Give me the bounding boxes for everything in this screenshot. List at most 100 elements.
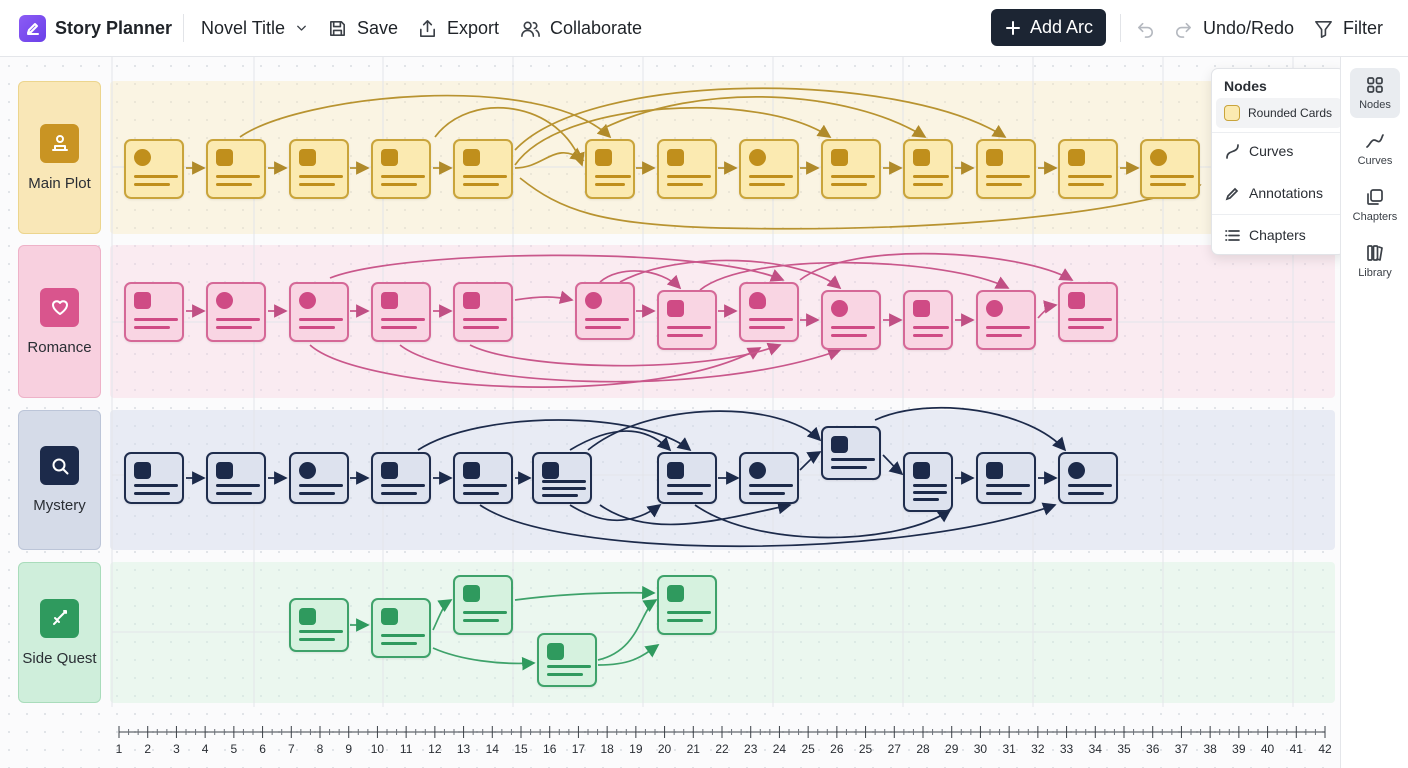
ruler-tick-label: 6 bbox=[259, 742, 266, 756]
plot-node[interactable] bbox=[289, 139, 349, 199]
toolbar-divider bbox=[183, 14, 184, 42]
romance-node[interactable] bbox=[575, 282, 635, 340]
ruler-tick-label: 13 bbox=[456, 742, 471, 756]
ruler-tick-label: 12 bbox=[428, 742, 442, 756]
export-button[interactable]: Export bbox=[417, 0, 499, 56]
rail-library-button[interactable]: Library bbox=[1350, 236, 1400, 286]
magnifier-icon bbox=[40, 446, 79, 485]
mystery-node[interactable] bbox=[371, 452, 431, 504]
project-title-dropdown[interactable]: Novel Title bbox=[201, 0, 309, 56]
plot-node[interactable] bbox=[1058, 139, 1118, 199]
side-quest-node[interactable] bbox=[537, 633, 597, 687]
popover-item-rounded-cards[interactable]: Rounded Cards bbox=[1216, 98, 1342, 128]
ruler-tick-label: 18 bbox=[600, 742, 614, 756]
plot-node[interactable] bbox=[657, 139, 717, 199]
mystery-node[interactable] bbox=[289, 452, 349, 504]
plot-node[interactable] bbox=[206, 139, 266, 199]
ruler-tick-label: 14 bbox=[485, 742, 499, 756]
save-button[interactable]: Save bbox=[327, 0, 398, 56]
rail-nodes-button[interactable]: Nodes bbox=[1350, 68, 1400, 118]
collaborate-button[interactable]: Collaborate bbox=[520, 0, 642, 56]
ruler-tick-label: 41 bbox=[1289, 742, 1303, 756]
mystery-node[interactable] bbox=[206, 452, 266, 504]
undo-redo-label: Undo/Redo bbox=[1203, 17, 1295, 38]
timeline-ruler[interactable]: 1 2 3 4 5 6 7 8 9 10 11 12 13 14 15 16 17 18 19 20 21 22 23 24 2… bbox=[110, 718, 1335, 768]
ruler-tick-label: 20 bbox=[657, 742, 672, 756]
popover-item-curves[interactable]: Curves bbox=[1216, 136, 1342, 166]
plot-node[interactable] bbox=[821, 139, 881, 199]
ruler-tick-label: 28 bbox=[916, 742, 930, 756]
project-title: Novel Title bbox=[201, 17, 286, 38]
rail-label: Chapters bbox=[1352, 211, 1398, 223]
redo-button[interactable]: Undo/Redo bbox=[1173, 0, 1294, 56]
side-quest-node[interactable] bbox=[657, 575, 717, 635]
romance-node[interactable] bbox=[821, 290, 881, 350]
romance-node[interactable] bbox=[124, 282, 184, 342]
lane-label-mystery[interactable]: Mystery bbox=[18, 410, 101, 550]
mystery-node[interactable] bbox=[739, 452, 799, 504]
mystery-node[interactable] bbox=[532, 452, 592, 504]
copy-icon bbox=[1367, 189, 1383, 205]
plot-node[interactable] bbox=[1140, 139, 1200, 199]
ruler-tick-label: 10 bbox=[370, 742, 385, 756]
romance-node[interactable] bbox=[206, 282, 266, 342]
chevron-down-icon bbox=[297, 25, 306, 31]
ruler-tick-label: 9 bbox=[345, 742, 353, 756]
romance-node[interactable] bbox=[1058, 282, 1118, 342]
plot-node[interactable] bbox=[371, 139, 431, 199]
save-label: Save bbox=[357, 17, 399, 38]
lane-title: Side Quest bbox=[22, 649, 97, 667]
rail-curves-button[interactable]: Curves bbox=[1350, 124, 1400, 174]
romance-node[interactable] bbox=[903, 290, 953, 350]
side-quest-node[interactable] bbox=[453, 575, 513, 635]
mystery-node[interactable] bbox=[821, 426, 881, 480]
plus-icon bbox=[1005, 20, 1020, 35]
ruler-tick-label: 30 bbox=[973, 742, 988, 756]
export-icon bbox=[420, 19, 435, 37]
mystery-node[interactable] bbox=[903, 452, 953, 512]
plot-node[interactable] bbox=[903, 139, 953, 199]
ruler-tick-label: 38 bbox=[1203, 742, 1217, 756]
mystery-node[interactable] bbox=[453, 452, 513, 504]
ruler-tick-label: 27 bbox=[887, 742, 901, 756]
ruler-tick-label: 32 bbox=[1031, 742, 1045, 756]
romance-node[interactable] bbox=[976, 290, 1036, 350]
mystery-node[interactable] bbox=[124, 452, 184, 504]
plot-node[interactable] bbox=[453, 139, 513, 199]
filter-button[interactable]: Filter bbox=[1313, 0, 1383, 56]
popover-item-chapters[interactable]: Chapters bbox=[1216, 220, 1342, 250]
popover-item-label: Rounded Cards bbox=[1248, 106, 1333, 120]
side-quest-node[interactable] bbox=[371, 598, 431, 658]
mystery-node[interactable] bbox=[657, 452, 717, 504]
plot-node[interactable] bbox=[976, 139, 1036, 199]
rail-chapters-button[interactable]: Chapters bbox=[1350, 180, 1400, 230]
ruler-tick-label: 15 bbox=[514, 742, 528, 756]
toolbar-divider bbox=[1120, 14, 1121, 42]
lane-label-romance[interactable]: Romance bbox=[18, 245, 101, 398]
popover-title: Nodes bbox=[1224, 78, 1267, 94]
romance-node[interactable] bbox=[453, 282, 513, 342]
ruler-tick-label: 17 bbox=[571, 742, 586, 756]
plot-node[interactable] bbox=[585, 139, 635, 199]
plot-node[interactable] bbox=[124, 139, 184, 199]
lane-label-side-quest[interactable]: Side Quest bbox=[18, 562, 101, 703]
undo-button[interactable] bbox=[1135, 0, 1156, 56]
side-quest-node[interactable] bbox=[289, 598, 349, 652]
popover-item-label: Chapters bbox=[1249, 227, 1306, 243]
romance-node[interactable] bbox=[657, 290, 717, 350]
mystery-node[interactable] bbox=[1058, 452, 1118, 504]
popover-item-annotations[interactable]: Annotations bbox=[1216, 178, 1342, 208]
app-logo[interactable]: Story Planner bbox=[19, 0, 172, 56]
romance-node[interactable] bbox=[371, 282, 431, 342]
plot-node[interactable] bbox=[739, 139, 799, 199]
undo-icon bbox=[1138, 22, 1153, 38]
add-arc-button[interactable]: Add Arc bbox=[991, 9, 1106, 46]
mystery-node[interactable] bbox=[976, 452, 1036, 504]
ruler-ticks bbox=[118, 726, 1326, 738]
romance-node[interactable] bbox=[289, 282, 349, 342]
lane-title: Mystery bbox=[33, 497, 86, 514]
ruler-tick-label: 19 bbox=[629, 742, 643, 756]
ruler-tick-label: 2 bbox=[144, 742, 152, 756]
lane-label-main-plot[interactable]: Main Plot bbox=[18, 81, 101, 234]
romance-node[interactable] bbox=[739, 282, 799, 342]
